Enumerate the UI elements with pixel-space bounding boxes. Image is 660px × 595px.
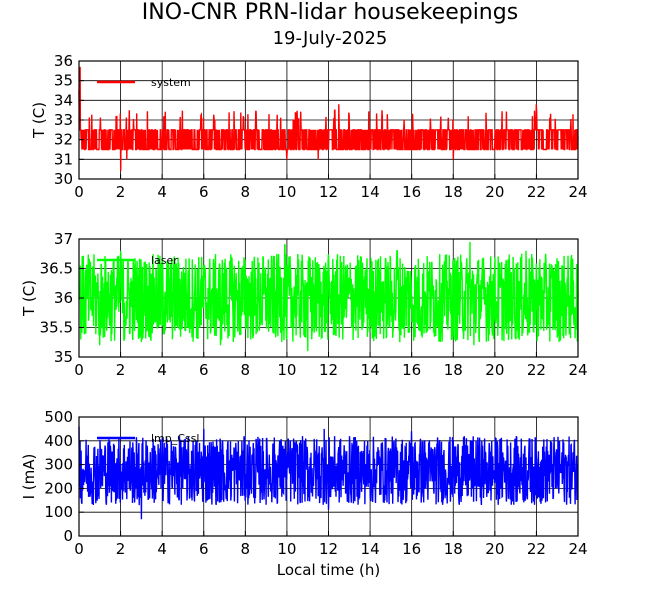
y-tick-label: 33 (54, 111, 73, 129)
x-tick-label: 2 (116, 183, 126, 201)
chart-date-subtitle: 19-July-2025 (272, 28, 388, 49)
x-tick-label: 0 (74, 540, 84, 558)
y-tick-label: 34 (54, 91, 73, 109)
x-tick-label: 4 (157, 361, 167, 379)
y-tick-label: 30 (54, 170, 73, 188)
x-tick-label: 2 (116, 361, 126, 379)
x-tick-label: 14 (361, 540, 380, 558)
y-axis-label: T (C) (30, 102, 48, 139)
y-tick-label: 35 (54, 72, 73, 90)
x-tick-label: 4 (157, 183, 167, 201)
x-tick-label: 4 (157, 540, 167, 558)
y-tick-label: 35 (54, 348, 73, 366)
x-tick-label: 2 (116, 540, 126, 558)
x-tick-label: 8 (241, 361, 251, 379)
x-tick-label: 18 (444, 540, 463, 558)
x-axis-label: Local time (h) (277, 561, 381, 579)
x-tick-label: 0 (74, 361, 84, 379)
y-tick-label: 200 (44, 479, 73, 497)
x-tick-label: 0 (74, 183, 84, 201)
y-axis-label: I (mA) (20, 454, 38, 500)
x-tick-label: 6 (199, 540, 209, 558)
x-tick-label: 8 (241, 183, 251, 201)
x-tick-label: 16 (402, 183, 421, 201)
x-tick-label: 18 (444, 183, 463, 201)
y-tick-label: 32 (54, 131, 73, 149)
chart-title: INO-CNR PRN-lidar housekeepings (141, 0, 519, 25)
legend-label: lmp_Cssl (151, 432, 199, 445)
series-line-system (78, 66, 579, 172)
x-tick-label: 10 (277, 361, 296, 379)
series-line-lamp_current (78, 426, 579, 520)
x-tick-label: 20 (485, 183, 504, 201)
x-tick-label: 24 (568, 183, 587, 201)
x-tick-label: 12 (319, 361, 338, 379)
x-tick-label: 6 (199, 183, 209, 201)
x-tick-label: 14 (361, 183, 380, 201)
x-tick-label: 18 (444, 361, 463, 379)
x-tick-label: 10 (277, 183, 296, 201)
y-tick-label: 31 (54, 150, 73, 168)
y-axis-label: T (C) (20, 280, 38, 317)
y-tick-label: 35.5 (40, 319, 73, 337)
x-tick-label: 20 (485, 540, 504, 558)
series-line-laser (78, 241, 579, 352)
x-tick-label: 16 (402, 540, 421, 558)
x-tick-label: 14 (361, 361, 380, 379)
y-tick-label: 100 (44, 503, 73, 521)
x-tick-label: 24 (568, 361, 587, 379)
y-tick-label: 300 (44, 456, 73, 474)
x-tick-label: 16 (402, 361, 421, 379)
x-tick-label: 10 (277, 540, 296, 558)
x-tick-label: 24 (568, 540, 587, 558)
y-tick-label: 36.5 (40, 260, 73, 278)
y-tick-label: 0 (63, 527, 73, 545)
legend-label: laser (151, 254, 178, 267)
y-tick-label: 500 (44, 408, 73, 426)
x-tick-label: 8 (241, 540, 251, 558)
x-tick-label: 6 (199, 361, 209, 379)
x-tick-label: 20 (485, 361, 504, 379)
x-tick-label: 22 (527, 540, 546, 558)
x-tick-label: 22 (527, 183, 546, 201)
y-tick-label: 37 (54, 230, 73, 248)
y-tick-label: 400 (44, 432, 73, 450)
x-tick-label: 22 (527, 361, 546, 379)
y-tick-label: 36 (54, 52, 73, 70)
x-tick-label: 12 (319, 183, 338, 201)
legend-label: system (151, 76, 191, 89)
x-tick-label: 12 (319, 540, 338, 558)
y-tick-label: 36 (54, 289, 73, 307)
